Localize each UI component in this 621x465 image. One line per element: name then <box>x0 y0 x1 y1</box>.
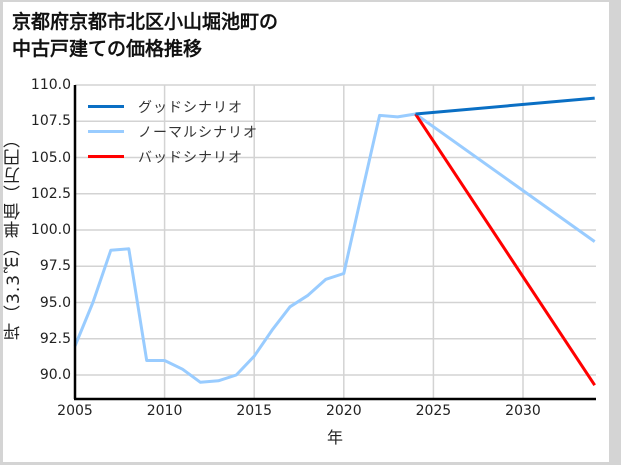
chart-title-line1: 京都府京都市北区小山堀池町の <box>12 11 279 33</box>
x-tick-label: 2010 <box>146 403 183 419</box>
y-tick-label: 90.0 <box>39 367 71 383</box>
x-tick-label: 2030 <box>505 403 541 419</box>
series-line <box>414 112 596 243</box>
legend-label-good: グッドシナリオ <box>138 99 243 116</box>
chart-title: 京都府京都市北区小山堀池町の 中古戸建ての価格推移 <box>12 9 278 63</box>
legend-swatch-good <box>88 105 124 108</box>
series-line <box>414 113 596 387</box>
x-axis-label: 年 <box>326 428 344 447</box>
x-tick-label: 2015 <box>236 403 273 419</box>
y-tick-label: 95.0 <box>39 294 71 311</box>
legend: グッドシナリオ ノーマルシナリオ バッドシナリオ <box>88 94 258 169</box>
legend-label-normal: ノーマルシナリオ <box>138 124 258 141</box>
legend-swatch-bad <box>88 155 124 158</box>
grid-lines <box>74 84 596 399</box>
legend-swatch-normal <box>88 130 124 133</box>
x-tick-label: 2020 <box>325 403 362 419</box>
x-tick-label: 2005 <box>57 403 93 419</box>
x-tick-label: 2025 <box>415 403 452 419</box>
y-tick-label: 105.0 <box>30 149 71 166</box>
y-tick-label: 110.0 <box>30 77 71 93</box>
legend-item-bad: バッドシナリオ <box>88 144 258 169</box>
data-series <box>73 96 596 387</box>
series-line <box>73 112 416 384</box>
y-tick-label: 97.5 <box>39 258 71 275</box>
y-tick-label: 100.0 <box>30 222 71 238</box>
legend-item-good: グッドシナリオ <box>88 94 258 119</box>
y-tick-label: 107.5 <box>30 113 71 130</box>
y-tick-label: 92.5 <box>39 330 71 347</box>
legend-label-bad: バッドシナリオ <box>138 149 243 166</box>
y-tick-label: 102.5 <box>30 185 71 202</box>
chart-title-line2: 中古戸建ての価格推移 <box>12 38 203 60</box>
legend-item-normal: ノーマルシナリオ <box>88 119 258 144</box>
series-line <box>415 96 595 116</box>
